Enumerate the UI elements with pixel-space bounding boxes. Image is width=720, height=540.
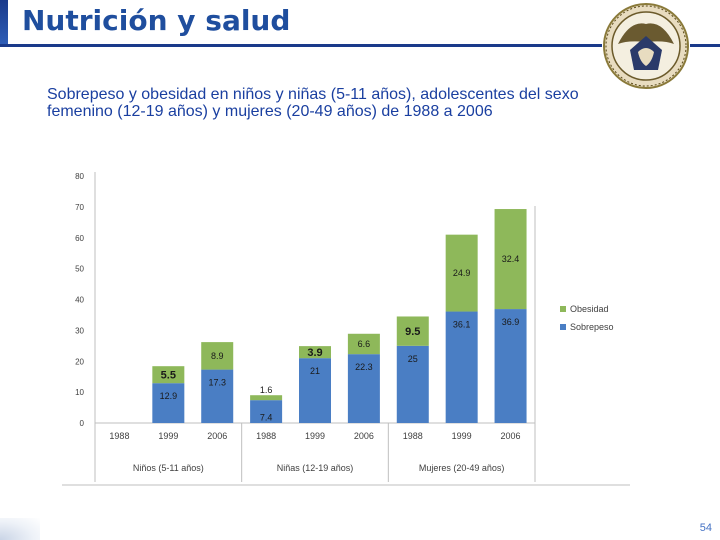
bar-sobrepeso bbox=[396, 345, 429, 423]
legend-swatch bbox=[560, 306, 566, 312]
y-tick-label: 0 bbox=[80, 419, 85, 428]
bar-obesidad bbox=[152, 366, 185, 384]
page-title: Nutrición y salud bbox=[22, 4, 291, 37]
bar-obesidad bbox=[250, 395, 283, 401]
y-tick-label: 10 bbox=[75, 388, 84, 397]
y-tick-label: 50 bbox=[75, 265, 84, 274]
y-tick-label: 30 bbox=[75, 326, 84, 335]
chart-subtitle: Sobrepeso y obesidad en niños y niñas (5… bbox=[47, 86, 579, 120]
university-seal-icon bbox=[602, 2, 690, 90]
data-label-sobrepeso: 22.3 bbox=[355, 362, 373, 372]
data-label-sobrepeso: 36.1 bbox=[453, 320, 471, 330]
x-tick-label: 1999 bbox=[452, 431, 472, 441]
x-tick-label: 1999 bbox=[158, 431, 178, 441]
bar-sobrepeso bbox=[494, 309, 527, 423]
bar-obesidad bbox=[347, 333, 380, 355]
x-tick-label: 2006 bbox=[354, 431, 374, 441]
x-tick-label: 2006 bbox=[207, 431, 227, 441]
data-label-sobrepeso: 36.9 bbox=[502, 317, 520, 327]
data-label-obesidad: 8.9 bbox=[211, 351, 224, 361]
data-label-sobrepeso: 7.4 bbox=[260, 413, 273, 423]
x-tick-label: 1999 bbox=[305, 431, 325, 441]
group-label: Niños (5-11 años) bbox=[133, 463, 204, 473]
bar-sobrepeso bbox=[201, 369, 234, 423]
bar-obesidad bbox=[445, 234, 478, 312]
bar-sobrepeso bbox=[347, 354, 380, 423]
data-label-obesidad: 24.9 bbox=[453, 268, 471, 278]
x-tick-label: 2006 bbox=[501, 431, 521, 441]
bar-chart: 0 10 20 30 40 50 60 70 80 1988 1999 2006 1988 1999 200… bbox=[62, 172, 630, 486]
y-tick-label: 40 bbox=[75, 296, 84, 305]
x-tick-label: 1988 bbox=[109, 431, 129, 441]
header-accent bbox=[0, 0, 8, 46]
data-label-sobrepeso: 12.9 bbox=[160, 391, 178, 401]
header: Nutrición y salud bbox=[0, 0, 720, 47]
bar-sobrepeso bbox=[152, 383, 185, 423]
y-tick-label: 80 bbox=[75, 172, 84, 181]
x-tick-label: 1988 bbox=[256, 431, 276, 441]
header-rule bbox=[0, 44, 720, 47]
group-label: Mujeres (20-49 años) bbox=[419, 463, 505, 473]
legend-label: Sobrepeso bbox=[570, 322, 614, 332]
group-label: Niñas (12-19 años) bbox=[277, 463, 354, 473]
page-number: 54 bbox=[699, 522, 712, 534]
bar-sobrepeso bbox=[250, 400, 283, 423]
corner-decoration bbox=[0, 518, 40, 540]
data-label-obesidad: 3.9 bbox=[307, 347, 322, 359]
y-tick-label: 20 bbox=[75, 357, 84, 366]
y-tick-label: 70 bbox=[75, 203, 84, 212]
data-label-sobrepeso: 25 bbox=[408, 354, 418, 364]
data-label-obesidad: 32.4 bbox=[502, 254, 520, 264]
legend-swatch bbox=[560, 324, 566, 330]
y-tick-label: 60 bbox=[75, 234, 84, 243]
data-label-sobrepeso: 21 bbox=[310, 366, 320, 376]
legend-label: Obesidad bbox=[570, 304, 609, 314]
data-label-obesidad: 9.5 bbox=[405, 326, 420, 338]
data-label-obesidad: 1.6 bbox=[260, 385, 273, 395]
bar-obesidad bbox=[201, 342, 234, 370]
bar-sobrepeso bbox=[445, 311, 478, 423]
data-label-obesidad: 5.5 bbox=[161, 370, 176, 382]
data-label-obesidad: 6.6 bbox=[358, 339, 371, 349]
bar-obesidad bbox=[494, 209, 527, 310]
bar-sobrepeso bbox=[299, 358, 331, 423]
bar-obesidad bbox=[396, 316, 429, 346]
data-label-sobrepeso: 17.3 bbox=[208, 378, 226, 388]
bar-obesidad bbox=[299, 346, 331, 359]
x-tick-label: 1988 bbox=[403, 431, 423, 441]
